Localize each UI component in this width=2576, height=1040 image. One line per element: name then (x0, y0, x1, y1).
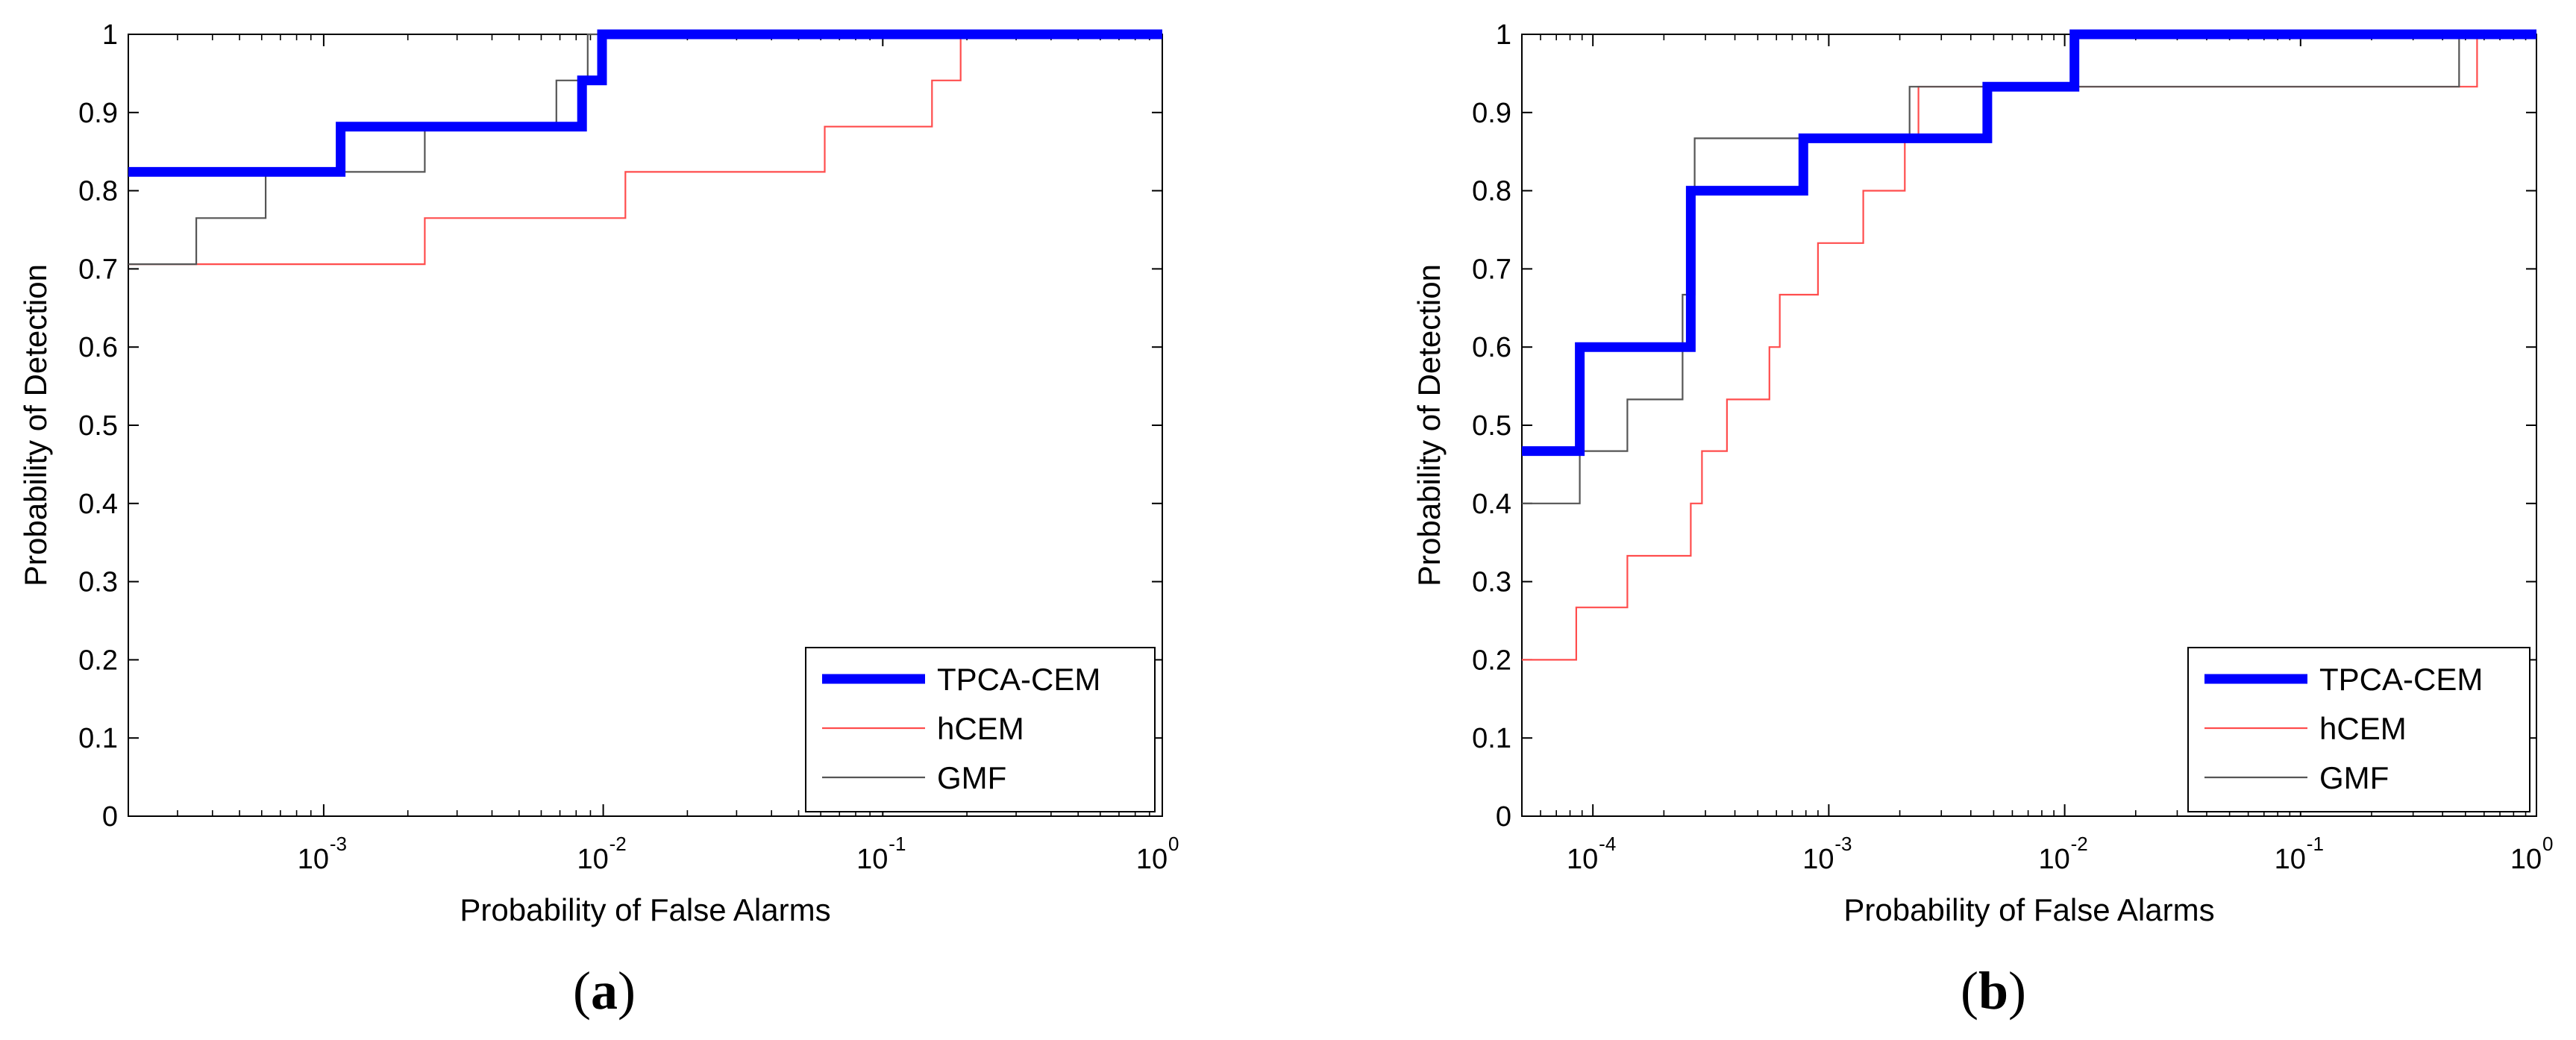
y-tick-label: 0.6 (78, 332, 118, 363)
legend-label: hCEM (2319, 711, 2407, 746)
y-tick-label: 0 (102, 801, 118, 833)
series-line-gmf (128, 33, 1162, 266)
y-tick-label: 0.1 (78, 723, 118, 754)
caption-open-paren: ( (573, 961, 591, 1021)
series-line-tpca-cem (128, 29, 1162, 177)
y-axis-title: Probability of Detection (1411, 264, 1447, 586)
legend-label: TPCA-CEM (2319, 662, 2483, 697)
y-tick-label: 1 (1496, 19, 1511, 51)
panel-caption: (a) (573, 961, 636, 1021)
caption-letter: b (1978, 961, 2008, 1021)
y-tick-label: 0.7 (1472, 254, 1511, 285)
y-tick-label: 0.8 (1472, 176, 1511, 207)
x-tick-label: 10 (577, 844, 608, 875)
y-tick-label: 0.5 (1472, 410, 1511, 442)
caption-close-paren: ) (2008, 961, 2026, 1021)
y-tick-label: 0.9 (78, 98, 118, 129)
x-tick-exponent: -3 (1834, 833, 1852, 855)
y-tick-label: 0.3 (1472, 567, 1511, 598)
y-axis-title: Probability of Detection (18, 264, 53, 586)
caption-letter: a (591, 961, 618, 1021)
x-tick-label: 10 (856, 844, 888, 875)
legend-label: GMF (2319, 760, 2389, 795)
y-tick-label: 0.3 (78, 567, 118, 598)
y-tick-label: 0.6 (1472, 332, 1511, 363)
series-line-tpca-cem (1522, 29, 2536, 457)
x-tick-exponent: -3 (330, 833, 347, 855)
y-tick-label: 0 (1496, 801, 1511, 833)
legend-label: TPCA-CEM (937, 662, 1100, 697)
x-axis-title: Probability of False Alarms (1843, 892, 2214, 927)
y-tick-label: 0.9 (1472, 98, 1511, 129)
y-tick-label: 0.7 (78, 254, 118, 285)
x-tick-exponent: -1 (889, 833, 906, 855)
y-tick-label: 0.8 (78, 176, 118, 207)
x-tick-exponent: -2 (609, 833, 627, 855)
legend-label: GMF (937, 760, 1006, 795)
caption-open-paren: ( (1961, 961, 1978, 1021)
x-tick-exponent: -1 (2307, 833, 2324, 855)
y-tick-label: 0.1 (1472, 723, 1511, 754)
y-tick-label: 0.5 (78, 410, 118, 442)
y-tick-label: 1 (102, 19, 118, 51)
series-line-hcem (128, 33, 1162, 266)
caption-close-paren: ) (618, 961, 636, 1021)
y-tick-label: 0.4 (1472, 489, 1511, 520)
legend: TPCA-CEM hCEM GMF (2187, 647, 2530, 812)
x-axis-title: Probability of False Alarms (460, 892, 830, 927)
x-tick-exponent: 0 (1168, 833, 1179, 855)
x-tick-label: 10 (2510, 844, 2542, 875)
legend: TPCA-CEM hCEM GMF (805, 647, 1156, 812)
panel-caption: (b) (1961, 961, 2026, 1021)
y-tick-label: 0.4 (78, 489, 118, 520)
x-tick-label: 10 (1802, 844, 1834, 875)
x-tick-label: 10 (298, 844, 329, 875)
x-tick-label: 10 (2038, 844, 2069, 875)
x-tick-exponent: -4 (1599, 833, 1616, 855)
y-tick-label: 0.2 (1472, 645, 1511, 676)
x-tick-exponent: 0 (2542, 833, 2553, 855)
x-tick-label: 10 (2275, 844, 2306, 875)
x-tick-label: 10 (1567, 844, 1598, 875)
x-tick-exponent: -2 (2071, 833, 2088, 855)
x-tick-label: 10 (1136, 844, 1168, 875)
y-tick-label: 0.2 (78, 645, 118, 676)
legend-label: hCEM (937, 711, 1024, 746)
